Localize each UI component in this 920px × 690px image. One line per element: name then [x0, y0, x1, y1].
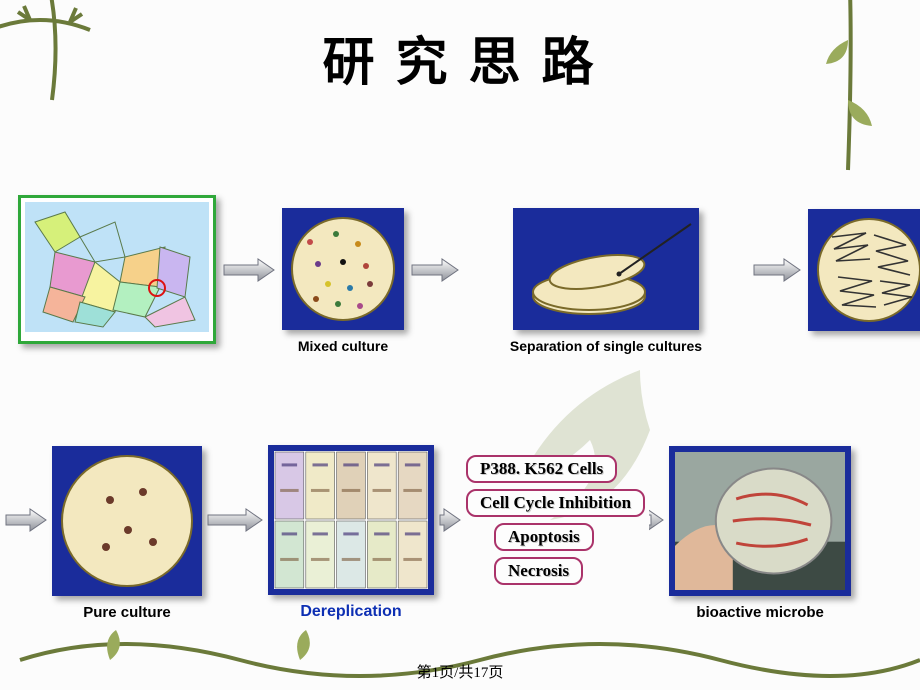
arrow-4 [4, 506, 48, 534]
arrow-6 [438, 506, 462, 534]
separation-caption: Separation of single cultures [466, 338, 746, 354]
step-bioactive: bioactive microbe [669, 446, 851, 621]
step-pure-culture: Pure culture [52, 446, 202, 621]
flow-row-2: Pure culture Dereplication P388. K562 Ce… [0, 445, 851, 621]
dereplication-panel [268, 445, 434, 595]
bioassay-tag: Necrosis [494, 557, 583, 585]
bioactive-panel [669, 446, 851, 596]
bioassay-tag: Apoptosis [494, 523, 594, 551]
page-title: 研 究 思 路 [0, 0, 920, 95]
page-footer: 第1页/共17页 [0, 661, 920, 682]
bioactive-caption: bioactive microbe [696, 604, 824, 621]
bioassay-tag: Cell Cycle Inhibition [466, 489, 645, 517]
step-mixed-culture: Mixed culture [282, 208, 404, 354]
page-counter: 第1页/共17页 [417, 665, 504, 681]
arrow-2 [410, 256, 460, 284]
dereplication-caption: Dereplication [300, 603, 401, 621]
step-dereplication: Dereplication [268, 445, 434, 621]
separation-panel [513, 208, 699, 330]
step-streak [808, 209, 920, 353]
step-separation: Separation of single cultures [466, 208, 746, 354]
mixed-culture-caption: Mixed culture [298, 338, 388, 354]
bioassay-tags: P388. K562 Cells Cell Cycle Inhibition Apo… [466, 455, 645, 585]
pure-culture-caption: Pure culture [83, 604, 171, 621]
mixed-culture-panel [282, 208, 404, 330]
streak-panel [808, 209, 920, 331]
arrow-5 [206, 506, 264, 534]
arrow-3 [752, 256, 802, 284]
title-text: 研 究 思 路 [322, 35, 597, 92]
arrow-1 [222, 256, 276, 284]
flow-row-1: Mixed culture Separation of single cultu… [18, 195, 920, 366]
pure-culture-panel [52, 446, 202, 596]
arrow-7 [649, 506, 665, 534]
map-panel [18, 195, 216, 344]
bioassay-tag: P388. K562 Cells [466, 455, 617, 483]
step-map [18, 195, 216, 366]
